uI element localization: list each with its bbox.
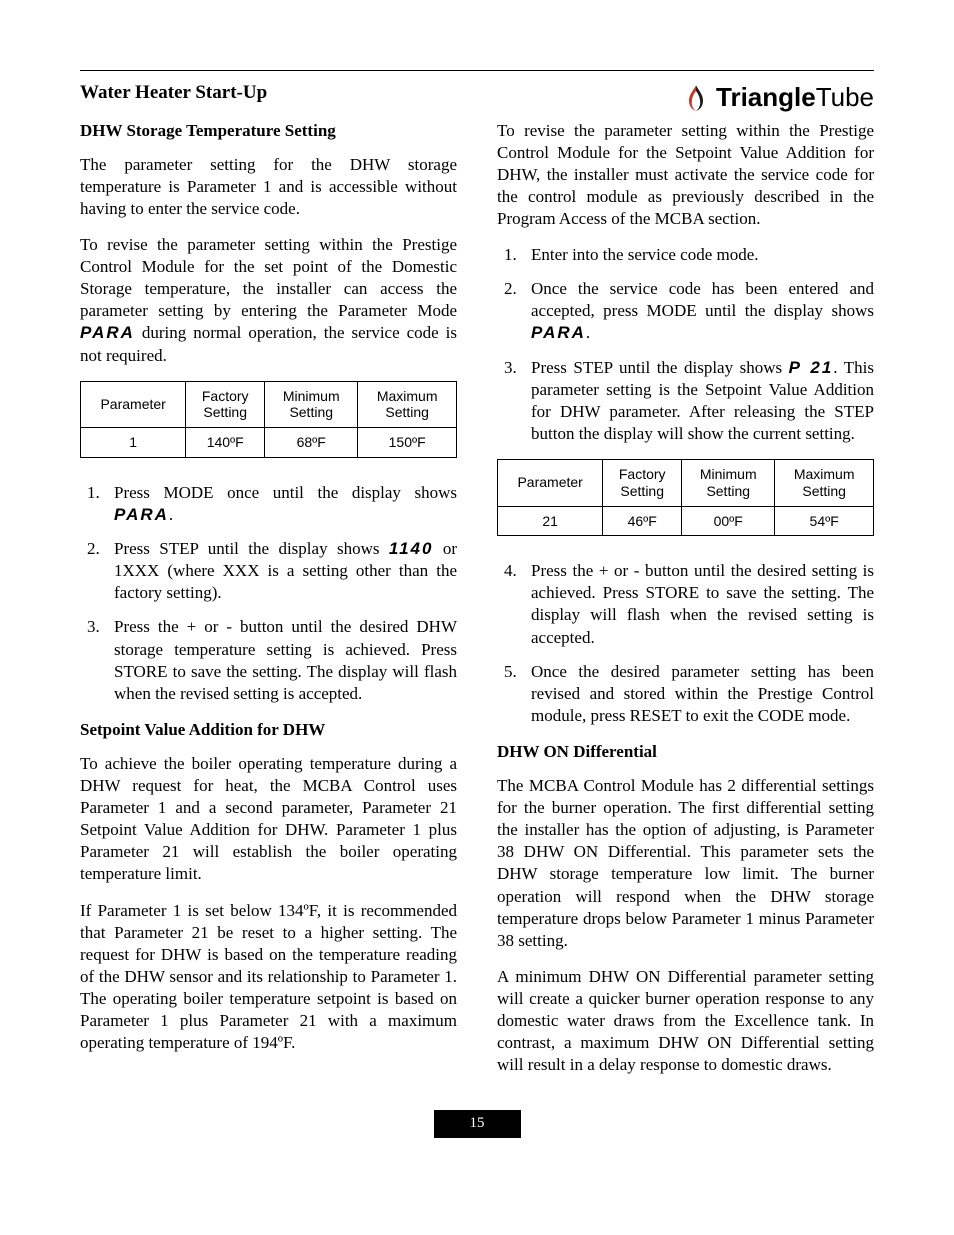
right-step2b: . bbox=[586, 323, 590, 342]
lcd-para-2: PARA bbox=[114, 505, 169, 524]
brand-b: Tube bbox=[816, 82, 874, 112]
right-step3a: Press STEP until the display shows bbox=[531, 358, 789, 377]
left-steps: Press MODE once until the display shows … bbox=[80, 482, 457, 705]
lcd-p21: P 21 bbox=[789, 358, 834, 377]
t2-c3: 54ºF bbox=[775, 506, 874, 536]
lcd-para-3: PARA bbox=[531, 323, 586, 342]
left-step-3: Press the + or - button until the desire… bbox=[104, 616, 457, 704]
t1-h0: Parameter bbox=[81, 381, 186, 428]
right-column: To revise the parameter setting within t… bbox=[497, 120, 874, 1091]
t2-c1: 46ºF bbox=[603, 506, 682, 536]
left-step2a: Press STEP until the display shows bbox=[114, 539, 389, 558]
right-step-2: Once the service code has been entered a… bbox=[521, 278, 874, 344]
t1-c2: 68ºF bbox=[265, 428, 358, 458]
top-rule bbox=[80, 70, 874, 71]
left-p1: The parameter setting for the DHW storag… bbox=[80, 154, 457, 220]
dhw-on-diff-heading: DHW ON Differential bbox=[497, 741, 874, 763]
right-step-4: Press the + or - button until the desire… bbox=[521, 560, 874, 648]
t1-c0: 1 bbox=[81, 428, 186, 458]
left-step-1: Press MODE once until the display shows … bbox=[104, 482, 457, 526]
t2-h1: FactorySetting bbox=[603, 459, 682, 506]
t2-c2: 00ºF bbox=[682, 506, 775, 536]
right-steps-a: Enter into the service code mode. Once t… bbox=[497, 244, 874, 445]
header-row: Water Heater Start-Up TriangleTube bbox=[80, 81, 874, 120]
t1-h3: MaximumSetting bbox=[358, 381, 457, 428]
brand-a: Triangle bbox=[716, 82, 816, 112]
setpoint-heading: Setpoint Value Addition for DHW bbox=[80, 719, 457, 741]
left-step1b: . bbox=[169, 505, 173, 524]
content-columns: DHW Storage Temperature Setting The para… bbox=[80, 120, 874, 1091]
page-footer: 15 bbox=[80, 1110, 874, 1138]
lcd-para-1: PARA bbox=[80, 323, 135, 342]
left-p2b: during normal operation, the service cod… bbox=[80, 323, 457, 364]
page-number: 15 bbox=[434, 1110, 521, 1138]
right-p1: To revise the parameter setting within t… bbox=[497, 120, 874, 230]
t1-h2: MinimumSetting bbox=[265, 381, 358, 428]
table-parameter-21: Parameter FactorySetting MinimumSetting … bbox=[497, 459, 874, 536]
t2-h2: MinimumSetting bbox=[682, 459, 775, 506]
right-steps-b: Press the + or - button until the desire… bbox=[497, 560, 874, 727]
right-p3: A minimum DHW ON Differential parameter … bbox=[497, 966, 874, 1076]
left-p2: To revise the parameter setting within t… bbox=[80, 234, 457, 367]
left-column: DHW Storage Temperature Setting The para… bbox=[80, 120, 457, 1091]
left-step-2: Press STEP until the display shows 1140 … bbox=[104, 538, 457, 604]
left-p4: If Parameter 1 is set below 134ºF, it is… bbox=[80, 900, 457, 1055]
left-p3: To achieve the boiler operating temperat… bbox=[80, 753, 457, 886]
left-p2a: To revise the parameter setting within t… bbox=[80, 235, 457, 320]
t2-c0: 21 bbox=[498, 506, 603, 536]
right-step2a: Once the service code has been entered a… bbox=[531, 279, 874, 320]
flame-icon bbox=[682, 84, 710, 112]
t2-h0: Parameter bbox=[498, 459, 603, 506]
lcd-1140: 1140 bbox=[389, 539, 434, 558]
left-step1a: Press MODE once until the display shows bbox=[114, 483, 457, 502]
right-step-5: Once the desired parameter setting has b… bbox=[521, 661, 874, 727]
t2-h3: MaximumSetting bbox=[775, 459, 874, 506]
t1-h1: FactorySetting bbox=[186, 381, 265, 428]
right-step-3: Press STEP until the display shows P 21.… bbox=[521, 357, 874, 445]
table-parameter-1: Parameter FactorySetting MinimumSetting … bbox=[80, 381, 457, 458]
t1-c3: 150ºF bbox=[358, 428, 457, 458]
t1-c1: 140ºF bbox=[186, 428, 265, 458]
page-title: Water Heater Start-Up bbox=[80, 81, 267, 106]
brand-logo: TriangleTube bbox=[682, 81, 874, 115]
dhw-storage-heading: DHW Storage Temperature Setting bbox=[80, 120, 457, 142]
right-step-1: Enter into the service code mode. bbox=[521, 244, 874, 266]
right-p2: The MCBA Control Module has 2 differenti… bbox=[497, 775, 874, 952]
